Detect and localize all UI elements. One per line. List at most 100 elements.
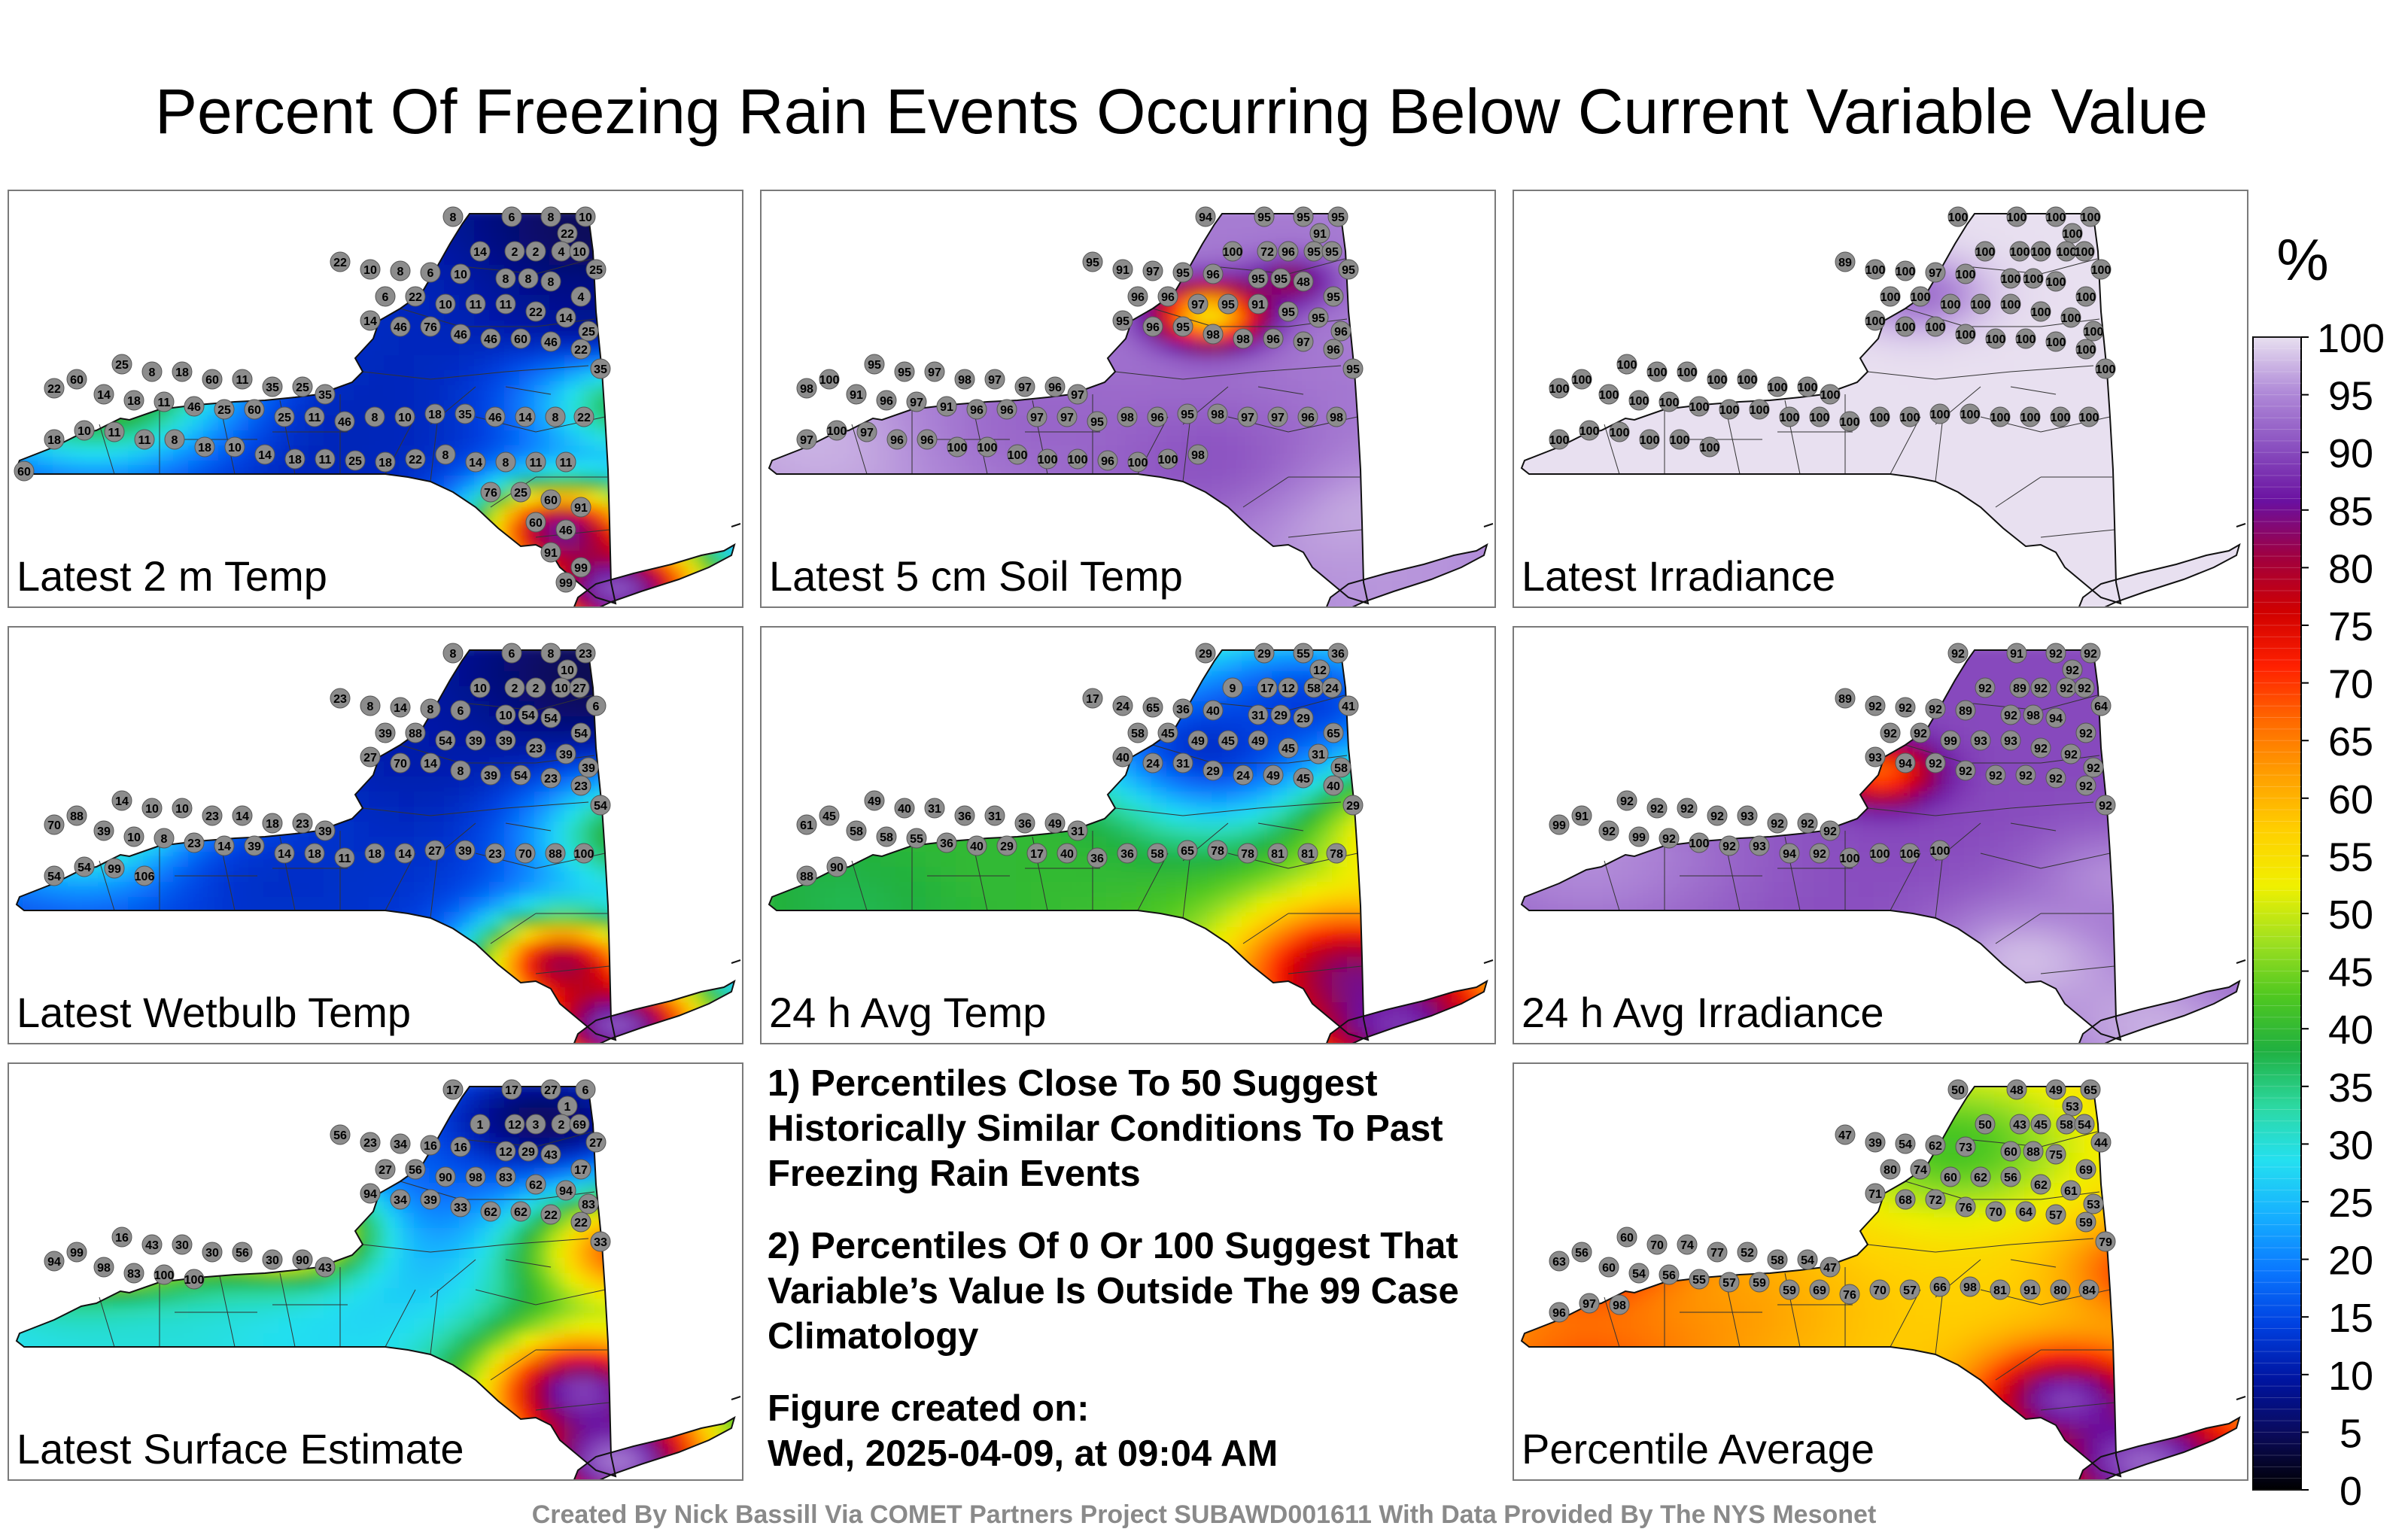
station-marker bbox=[1342, 795, 1364, 816]
station-marker bbox=[1910, 1159, 1931, 1180]
station-value: 11 bbox=[339, 853, 351, 865]
station-marker bbox=[455, 840, 476, 861]
station-marker bbox=[224, 436, 245, 457]
station-marker bbox=[1767, 813, 1788, 834]
station-value: 22 bbox=[409, 291, 422, 304]
station-marker bbox=[894, 361, 915, 382]
station-value: 97 bbox=[1146, 266, 1160, 278]
station-value: 92 bbox=[1813, 848, 1826, 861]
station-marker bbox=[545, 406, 566, 427]
station-marker bbox=[480, 764, 501, 786]
station-marker bbox=[1955, 263, 1976, 284]
colorbar-tick-label: 70 bbox=[2328, 662, 2373, 707]
station-marker bbox=[1172, 698, 1193, 719]
station-value: 8 bbox=[427, 704, 434, 716]
station-value: 97 bbox=[860, 427, 874, 439]
station-value: 12 bbox=[1282, 682, 1295, 695]
note-percentile-50: 1) Percentiles Close To 50 Suggest Histo… bbox=[768, 1063, 1443, 1194]
station-value: 100 bbox=[2079, 412, 2099, 424]
station-value: 95 bbox=[1327, 291, 1340, 304]
long-island-outline bbox=[2078, 1415, 2241, 1479]
station-value: 100 bbox=[1840, 416, 1860, 429]
station-value: 100 bbox=[2076, 291, 2096, 304]
station-value: 45 bbox=[1297, 773, 1310, 786]
station-value: 65 bbox=[2084, 1084, 2097, 1097]
station-value: 92 bbox=[1914, 728, 1927, 740]
station-marker bbox=[2000, 704, 2021, 725]
station-marker bbox=[2006, 643, 2027, 664]
station-value: 40 bbox=[1116, 752, 1130, 764]
station-value: 10 bbox=[555, 682, 568, 695]
station-value: 25 bbox=[514, 487, 528, 500]
station-value: 95 bbox=[1116, 315, 1130, 328]
station-value: 10 bbox=[145, 803, 159, 816]
station-marker bbox=[202, 1242, 223, 1263]
station-marker bbox=[232, 1242, 253, 1263]
station-marker bbox=[1699, 436, 1720, 457]
station-value: 43 bbox=[2013, 1119, 2026, 1132]
station-value: 55 bbox=[910, 833, 923, 846]
station-marker bbox=[123, 1263, 144, 1284]
station-value: 25 bbox=[115, 359, 129, 372]
station-value: 91 bbox=[940, 401, 953, 414]
island-mark bbox=[2236, 959, 2246, 964]
station-value: 100 bbox=[1930, 409, 1950, 421]
station-marker bbox=[1820, 820, 1841, 841]
station-value: 8 bbox=[149, 366, 156, 379]
station-marker bbox=[2062, 1096, 2083, 1117]
station-marker bbox=[1293, 707, 1314, 728]
station-value: 100 bbox=[947, 442, 968, 454]
station-value: 46 bbox=[544, 336, 558, 349]
map-panel-percentile-average: 50 48 49 65 53 50 43 45 58 54 44 47 39 54 62 73 60 88 75 69… bbox=[1513, 1062, 2248, 1481]
station-marker bbox=[1985, 328, 2006, 349]
station-marker bbox=[2000, 730, 2021, 751]
station-marker bbox=[2045, 331, 2066, 352]
station-value: 88 bbox=[549, 848, 562, 861]
station-marker bbox=[510, 482, 531, 503]
station-marker bbox=[292, 813, 313, 834]
station-value: 11 bbox=[236, 374, 249, 387]
station-value: 39 bbox=[582, 762, 595, 775]
station-value: 14 bbox=[424, 758, 437, 771]
station-value: 100 bbox=[1926, 321, 1946, 334]
station-marker bbox=[525, 737, 546, 758]
station-value: 100 bbox=[1719, 404, 1740, 417]
station-marker bbox=[1609, 421, 1630, 442]
station-marker bbox=[495, 1141, 516, 1162]
station-value: 100 bbox=[2010, 246, 2030, 259]
station-marker bbox=[1112, 310, 1133, 331]
station-value: 95 bbox=[1090, 416, 1104, 429]
station-value: 92 bbox=[1722, 840, 1736, 853]
station-value: 11 bbox=[108, 427, 121, 439]
station-value: 80 bbox=[2054, 1284, 2067, 1297]
station-marker bbox=[1910, 286, 1931, 307]
station-marker bbox=[1007, 444, 1028, 465]
station-marker bbox=[390, 1189, 411, 1210]
station-value: 11 bbox=[158, 397, 171, 409]
station-value: 100 bbox=[827, 425, 847, 438]
station-marker bbox=[2095, 358, 2116, 379]
station-value: 10 bbox=[561, 664, 574, 677]
station-value: 27 bbox=[589, 1137, 603, 1150]
station-value: 57 bbox=[1903, 1284, 1917, 1297]
station-value: 100 bbox=[2096, 363, 2116, 376]
colorbar-tick-label: 55 bbox=[2328, 834, 2373, 880]
station-marker bbox=[2045, 206, 2066, 227]
station-value: 98 bbox=[2026, 710, 2040, 722]
long-island-outline bbox=[573, 543, 736, 606]
station-marker bbox=[44, 378, 65, 399]
station-marker bbox=[1689, 1269, 1710, 1290]
station-value: 96 bbox=[1146, 321, 1160, 334]
station-marker bbox=[1326, 843, 1347, 864]
station-value: 100 bbox=[2016, 333, 2036, 346]
station-marker bbox=[1157, 448, 1178, 470]
station-value: 45 bbox=[1282, 743, 1295, 755]
page-title: Percent Of Freezing Rain Events Occurrin… bbox=[154, 76, 2209, 147]
station-marker bbox=[1929, 840, 1950, 861]
station-marker bbox=[570, 1159, 591, 1180]
station-marker bbox=[450, 263, 471, 284]
station-value: 70 bbox=[394, 758, 407, 771]
station-value: 90 bbox=[439, 1172, 452, 1184]
